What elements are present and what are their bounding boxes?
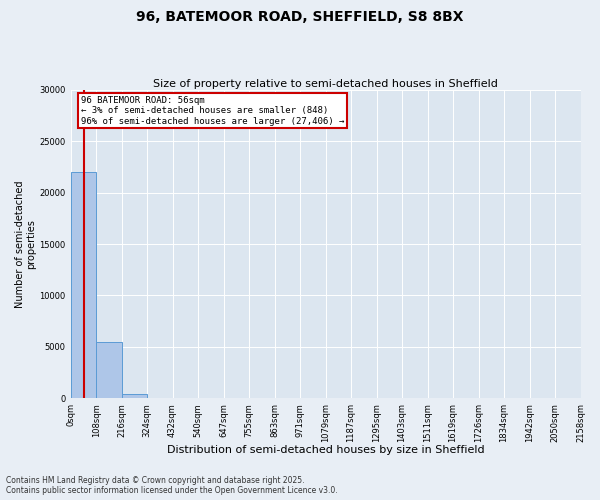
Text: 96 BATEMOOR ROAD: 56sqm
← 3% of semi-detached houses are smaller (848)
96% of se: 96 BATEMOOR ROAD: 56sqm ← 3% of semi-det…: [81, 96, 344, 126]
Bar: [122, 394, 147, 398]
Text: 96, BATEMOOR ROAD, SHEFFIELD, S8 8BX: 96, BATEMOOR ROAD, SHEFFIELD, S8 8BX: [136, 10, 464, 24]
Bar: [96, 342, 122, 398]
X-axis label: Distribution of semi-detached houses by size in Sheffield: Distribution of semi-detached houses by …: [167, 445, 484, 455]
Bar: [71, 172, 96, 398]
Text: Contains HM Land Registry data © Crown copyright and database right 2025.
Contai: Contains HM Land Registry data © Crown c…: [6, 476, 338, 495]
Title: Size of property relative to semi-detached houses in Sheffield: Size of property relative to semi-detach…: [153, 79, 498, 89]
Y-axis label: Number of semi-detached
properties: Number of semi-detached properties: [15, 180, 37, 308]
